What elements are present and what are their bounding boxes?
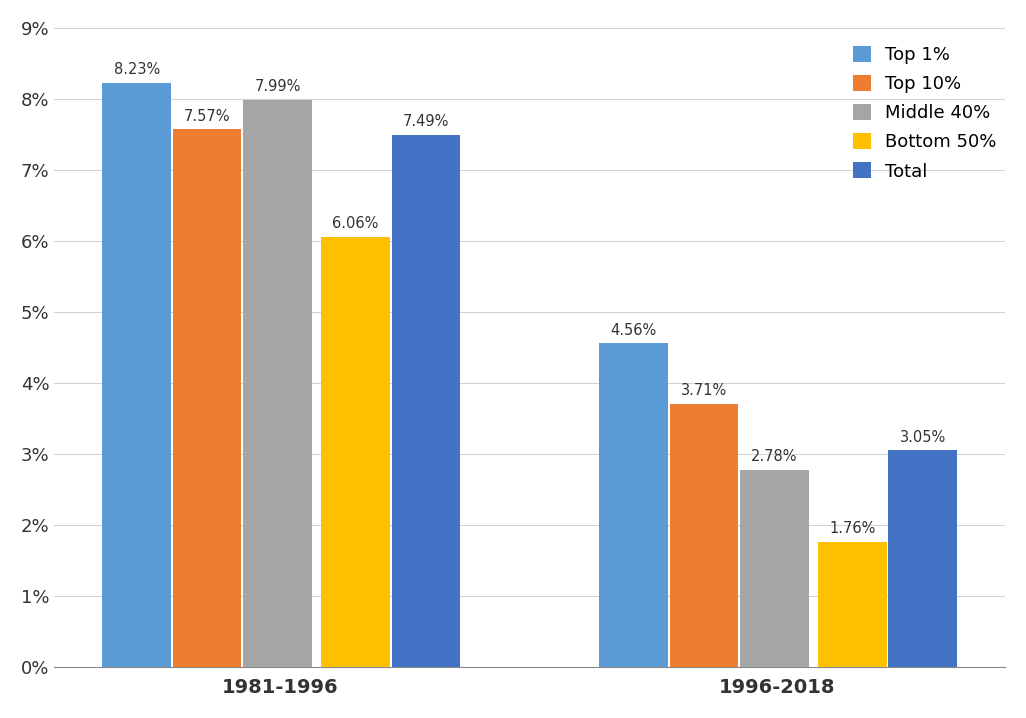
Text: 4.56%: 4.56% xyxy=(610,322,657,337)
Text: 6.06%: 6.06% xyxy=(332,216,379,231)
Bar xyxy=(599,343,668,667)
Bar xyxy=(670,404,739,667)
Text: 3.71%: 3.71% xyxy=(681,383,727,398)
Bar xyxy=(243,100,312,667)
Text: 7.99%: 7.99% xyxy=(254,79,301,94)
Text: 7.57%: 7.57% xyxy=(184,108,231,123)
Text: 3.05%: 3.05% xyxy=(900,430,946,444)
Text: 2.78%: 2.78% xyxy=(751,449,798,464)
Bar xyxy=(103,83,171,667)
Bar xyxy=(321,237,390,667)
Bar xyxy=(740,470,808,667)
Bar xyxy=(818,542,886,667)
Text: 8.23%: 8.23% xyxy=(114,62,160,77)
Bar xyxy=(889,450,957,667)
Text: 7.49%: 7.49% xyxy=(402,114,449,129)
Bar xyxy=(392,135,461,667)
Bar xyxy=(172,129,241,667)
Legend: Top 1%, Top 10%, Middle 40%, Bottom 50%, Total: Top 1%, Top 10%, Middle 40%, Bottom 50%,… xyxy=(843,37,1005,190)
Text: 1.76%: 1.76% xyxy=(829,521,875,536)
